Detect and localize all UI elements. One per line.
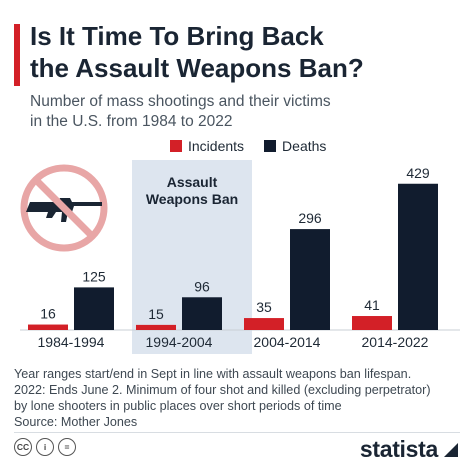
bar-deaths <box>182 297 222 330</box>
no-derivatives-icon[interactable]: = <box>58 438 76 456</box>
bar-deaths <box>74 287 114 330</box>
footer-divider <box>14 432 460 433</box>
note-line-3: by lone shooters in public places over s… <box>14 399 342 413</box>
source-line: Source: Mother Jones <box>14 415 138 429</box>
legend-item-deaths: Deaths <box>264 138 326 154</box>
category-label: 1984-1994 <box>38 334 105 350</box>
note-line-1: Year ranges start/end in Sept in line wi… <box>14 367 412 381</box>
legend-item-incidents: Incidents <box>170 138 244 154</box>
bar-deaths <box>290 229 330 330</box>
data-label-incidents: 15 <box>148 306 164 322</box>
category-label: 2004-2014 <box>254 334 321 350</box>
data-label-incidents: 16 <box>40 306 56 322</box>
chart-subtitle-line-2: in the U.S. from 1984 to 2022 <box>30 113 233 130</box>
brand-name: statista <box>359 436 438 462</box>
bar-deaths <box>398 183 438 330</box>
ban-period-label-line: Assault <box>167 174 218 190</box>
category-label: 2014-2022 <box>362 334 429 350</box>
note-line-2: 2022: Ends June 2. Minimum of four shot … <box>14 383 431 397</box>
data-label-deaths: 96 <box>194 278 210 294</box>
cc-icon[interactable]: CC <box>14 438 32 456</box>
data-label-deaths: 296 <box>298 210 322 226</box>
ban-period-label-line: Weapons Ban <box>146 191 238 207</box>
chart-title: Is It Time To Bring Back the Assault Wea… <box>30 20 460 84</box>
bar-incidents <box>352 316 392 330</box>
chart-title-line-2: the Assault Weapons Ban? <box>30 53 364 83</box>
chart-notes: Year ranges start/end in Sept in line wi… <box>14 366 464 430</box>
category-label: 1994-2004 <box>146 334 213 350</box>
ban-period-label: Assault Weapons Ban <box>146 174 238 207</box>
chart-subtitle-line-1: Number of mass shootings and their victi… <box>30 93 331 110</box>
data-label-deaths: 125 <box>82 268 106 284</box>
legend: Incidents Deaths <box>170 138 346 154</box>
title-accent-bar <box>14 24 20 86</box>
legend-swatch-incidents <box>170 140 182 152</box>
data-label-incidents: 35 <box>256 299 272 315</box>
no-rifle-icon <box>20 164 108 252</box>
no-sign-slash <box>33 177 95 239</box>
data-label-incidents: 41 <box>364 297 380 313</box>
statista-logo[interactable]: statista <box>360 436 460 463</box>
legend-swatch-deaths <box>264 140 277 152</box>
bar-incidents <box>244 318 284 330</box>
no-sign-ring <box>20 164 108 252</box>
legend-label-incidents: Incidents <box>188 138 245 154</box>
license-icons[interactable]: CC i = <box>14 438 80 460</box>
legend-label-deaths: Deaths <box>282 138 327 154</box>
data-label-deaths: 429 <box>406 165 430 181</box>
attribution-icon[interactable]: i <box>36 438 54 456</box>
chart-title-line-1: Is It Time To Bring Back <box>30 21 324 51</box>
statista-mark-icon <box>444 442 458 457</box>
bar-incidents <box>28 324 68 330</box>
bar-incidents <box>136 324 176 330</box>
chart-subtitle: Number of mass shootings and their victi… <box>30 92 460 132</box>
